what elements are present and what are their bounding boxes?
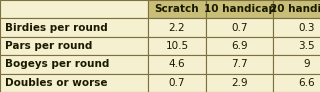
Bar (0, 37, 148, 55)
Bar (206, 0, 273, 18)
Bar (148, 18, 206, 37)
Text: 10.5: 10.5 (165, 41, 188, 51)
Bar (273, 18, 320, 37)
Text: 7.7: 7.7 (231, 59, 248, 69)
Text: 0.7: 0.7 (169, 78, 185, 88)
Text: Scratch: Scratch (155, 4, 199, 14)
Text: 2.2: 2.2 (169, 23, 185, 33)
Bar (206, 18, 273, 37)
Bar (148, 37, 206, 55)
Bar (273, 0, 320, 18)
Text: 0.3: 0.3 (298, 23, 315, 33)
Text: 9: 9 (303, 59, 310, 69)
Text: 4.6: 4.6 (169, 59, 185, 69)
Text: Birdies per round: Birdies per round (5, 23, 108, 33)
Text: 3.5: 3.5 (298, 41, 315, 51)
Text: 6.9: 6.9 (231, 41, 248, 51)
Bar (0, 18, 148, 37)
Text: 20 handicap: 20 handicap (270, 4, 320, 14)
Text: 2.9: 2.9 (231, 78, 248, 88)
Bar (206, 37, 273, 55)
Bar (0, 74, 148, 92)
Text: Pars per round: Pars per round (5, 41, 92, 51)
Text: 6.6: 6.6 (298, 78, 315, 88)
Text: 0.7: 0.7 (231, 23, 248, 33)
Bar (148, 0, 206, 18)
Bar (206, 55, 273, 74)
Bar (148, 55, 206, 74)
Text: 10 handicap: 10 handicap (204, 4, 276, 14)
Bar (206, 74, 273, 92)
Bar (0, 55, 148, 74)
Bar (0, 0, 148, 18)
Bar (148, 74, 206, 92)
Text: Doubles or worse: Doubles or worse (5, 78, 108, 88)
Bar (273, 74, 320, 92)
Text: Bogeys per round: Bogeys per round (5, 59, 109, 69)
Bar (273, 55, 320, 74)
Bar (273, 37, 320, 55)
